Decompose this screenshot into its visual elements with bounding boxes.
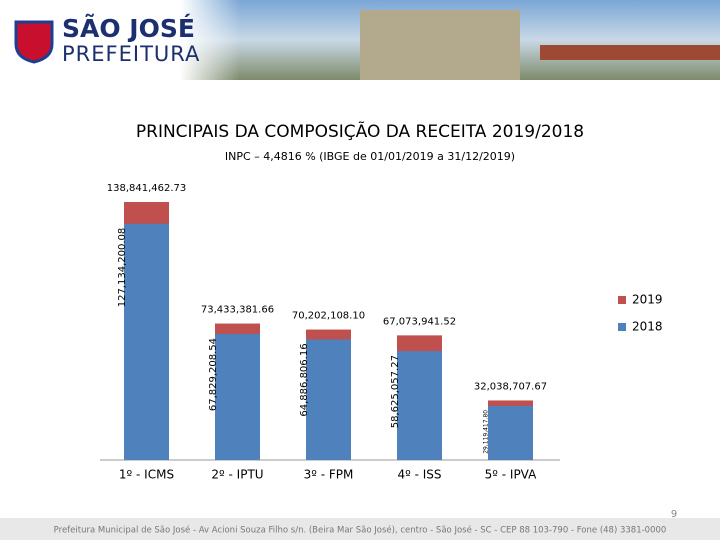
value-label: 64,886,806.16	[299, 343, 310, 416]
legend-swatch	[618, 296, 626, 304]
x-tick-label: 5º - IPVA	[485, 468, 537, 482]
header: SÃO JOSÉ PREFEITURA	[14, 0, 720, 80]
bar	[306, 339, 351, 460]
value-label: 32,038,707.67	[474, 381, 547, 392]
value-label: 67,829,208.54	[208, 338, 219, 411]
page-number: 9	[671, 509, 677, 520]
bar	[397, 351, 442, 460]
x-tick-label: 4º - ISS	[397, 468, 441, 482]
logo-subtitle: PREFEITURA	[62, 42, 200, 66]
value-label: 70,202,108.10	[292, 311, 365, 322]
legend-label: 2019	[632, 293, 663, 307]
value-label: 29,119,417.80	[483, 410, 490, 454]
building	[360, 10, 520, 80]
bar	[215, 333, 260, 460]
bar	[124, 223, 169, 460]
bar	[488, 405, 533, 460]
logo-shield	[14, 20, 54, 64]
legend-swatch	[618, 323, 626, 331]
legend-label: 2018	[632, 320, 663, 334]
photo-fade	[180, 0, 240, 80]
logo-title: SÃO JOSÉ	[62, 14, 195, 43]
value-label: 58,625,057.27	[390, 355, 401, 428]
bridge	[540, 45, 720, 60]
footer-address: Prefeitura Municipal de São José - Av Ac…	[54, 525, 667, 536]
value-label: 138,841,462.73	[107, 183, 187, 194]
x-tick-label: 2º - IPTU	[211, 468, 263, 482]
chart-subtitle: INPC – 4,4816 % (IBGE de 01/01/2019 a 31…	[225, 150, 515, 163]
chart-title: PRINCIPAIS DA COMPOSIÇÃO DA RECEITA 2019…	[136, 120, 584, 142]
value-label: 73,433,381.66	[201, 305, 274, 316]
x-tick-label: 1º - ICMS	[119, 468, 174, 482]
value-label: 127,134,200.08	[117, 228, 128, 308]
footer-bar	[0, 518, 720, 540]
value-label: 67,073,941.52	[383, 316, 456, 327]
x-tick-label: 3º - FPM	[304, 468, 354, 482]
